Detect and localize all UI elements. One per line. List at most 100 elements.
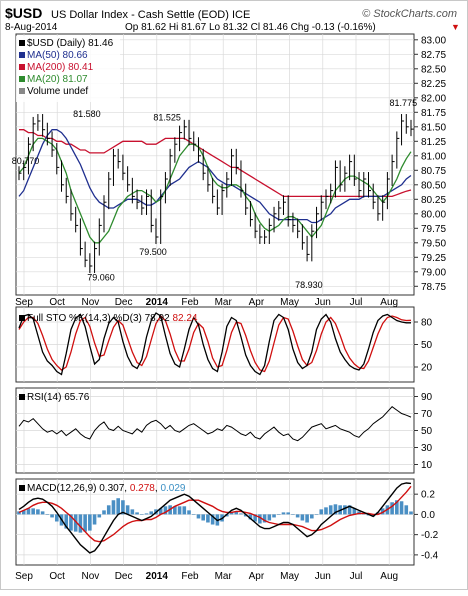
rsi-tick-label: 10 (421, 460, 433, 471)
macd-histogram-bar (69, 514, 73, 531)
brand-label: © StockCharts.com (362, 8, 457, 20)
macd-histogram-bar (225, 514, 229, 517)
macd-histogram-bar (276, 514, 281, 515)
price-panel: 78.75 79.00 79.25 79.50 79.75 80.00 80.25 80.50… (12, 33, 446, 296)
price-tick-label: 80.50 (421, 180, 446, 191)
macd-histogram-bar (371, 514, 376, 517)
month-label-bottom: Sep (15, 571, 33, 582)
macd-histogram-bar (21, 510, 26, 515)
price-legend: $USD (Daily) 81.46 MA(50) 80.66 MA(200) … (16, 36, 120, 102)
macd-histogram-bar (267, 514, 272, 521)
month-label-bottom: Jun (315, 571, 331, 582)
legend-price-swatch (19, 40, 25, 46)
month-label-bottom: Mar (215, 571, 233, 582)
macd-histogram-bar (324, 507, 328, 515)
macd-histogram-bar (333, 504, 338, 515)
macd-histogram-bar (286, 512, 291, 515)
macd-histogram-bar (158, 508, 163, 515)
chart-name: US Dollar Index - Cash Settle (EOD) ICE (51, 9, 250, 21)
legend-ma50-swatch (19, 52, 25, 58)
macd-sep1: , (124, 483, 130, 494)
macd-histogram-bar (229, 512, 234, 515)
macd-histogram-bar (26, 508, 31, 515)
macd-tick-label: 0.2 (421, 490, 435, 501)
macd-histogram-bar (409, 511, 413, 515)
macd-signal-line (18, 485, 412, 543)
macd-signal-value: 0.278 (130, 483, 155, 494)
month-label: Sep (15, 297, 33, 308)
macd-histogram-bar (31, 508, 35, 515)
price-tick-label: 81.00 (421, 151, 446, 162)
sto-swatch (19, 315, 25, 321)
stochastic-panel: 20 50 80 (15, 306, 433, 383)
month-label: 2014 (146, 297, 169, 308)
price-tick-label: 79.00 (421, 267, 446, 278)
month-label-bottom: Apr (249, 571, 265, 582)
macd-histogram-bar (45, 514, 50, 515)
legend-price: $USD (Daily) 81.46 (27, 38, 114, 49)
price-tick-label: 82.25 (421, 79, 446, 90)
sto-tick-label: 50 (421, 340, 433, 351)
macd-histogram-bar (149, 511, 154, 515)
macd-histogram-bar (73, 514, 78, 532)
sto-label: Full STO %K(14,3) %D(3) (27, 313, 145, 324)
macd-histogram-bar (206, 514, 210, 523)
chart-symbol: $USD (5, 5, 42, 21)
rsi-tick-label: 70 (421, 409, 433, 420)
macd-histogram-bar (191, 514, 196, 515)
macd-histogram-bar (404, 505, 409, 515)
macd-histogram-bar (281, 512, 286, 515)
price-tick-label: 81.50 (421, 122, 446, 133)
sto-d-line (18, 314, 412, 373)
macd-histogram-bar (130, 509, 135, 515)
macd-histogram-bar (234, 511, 239, 515)
down-arrow-icon: ▼ (451, 22, 460, 32)
macd-histogram-bar (196, 514, 201, 519)
macd-histogram-bar (347, 505, 352, 515)
macd-histogram-bar (83, 514, 87, 532)
macd-histogram-bar (272, 514, 276, 518)
macd-histogram-bar (319, 509, 324, 515)
sto-legend-text: Full STO %K(14,3) %D(3) 78.92 82.24 (27, 313, 198, 324)
month-label: Jun (315, 297, 331, 308)
macd-histogram-bar (399, 501, 404, 515)
macd-histogram-bar (125, 505, 130, 515)
macd-line (18, 482, 412, 554)
month-label: May (280, 297, 299, 308)
sto-k-line (18, 312, 411, 376)
macd-histogram-bar (97, 514, 102, 518)
price-tick-label: 79.50 (421, 238, 446, 249)
ma20-line (18, 137, 412, 244)
chart-date: 8-Aug-2014 (5, 22, 58, 33)
price-tick-label: 78.75 (421, 282, 446, 293)
x-axis: Sep Sep Oct Oct Nov Nov Dec Dec 2014 2014 Feb Feb Ma… (15, 297, 398, 582)
macd-histogram-bar (210, 514, 215, 525)
macd-histogram-bar (310, 514, 314, 519)
price-tick-label: 80.25 (421, 195, 446, 206)
macd-hist-value: 0.029 (160, 483, 185, 494)
month-label-bottom: May (280, 571, 299, 582)
price-annotation: 81.525 (153, 112, 181, 122)
price-tick-label: 82.50 (421, 64, 446, 75)
rsi-line (18, 406, 412, 442)
ma200-line (19, 129, 412, 198)
macd-histogram-bar (139, 514, 144, 515)
macd-histogram-bar (395, 500, 399, 515)
macd-histogram-bar (343, 505, 347, 515)
month-label-bottom: Feb (181, 571, 199, 582)
macd-histogram-bar (187, 510, 191, 515)
price-tick-label: 79.75 (421, 224, 446, 235)
macd-histogram-bar (239, 513, 243, 515)
month-label-bottom: Jul (350, 571, 363, 582)
macd-histogram-bar (36, 509, 40, 515)
month-label-bottom: Nov (82, 571, 100, 582)
legend-volume-swatch (19, 88, 25, 94)
macd-histogram-bar (88, 514, 92, 531)
macd-histogram-bar (144, 513, 149, 515)
macd-panel: -0.4 -0.2 0.0 0.2 (15, 478, 439, 566)
macd-histogram-bar (121, 500, 125, 515)
macd-value: 0.307 (99, 483, 124, 494)
price-tick-label: 81.75 (421, 108, 446, 119)
legend-ma50: MA(50) 80.66 (27, 50, 88, 61)
macd-histogram-bar (78, 514, 83, 533)
